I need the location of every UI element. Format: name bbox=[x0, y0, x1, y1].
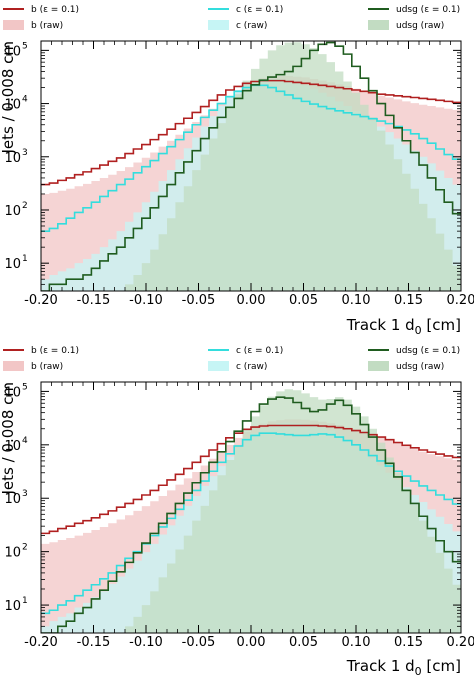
y-tick-exponent: 3 bbox=[22, 148, 28, 158]
legend-label-udsg-raw: udsg (raw) bbox=[396, 362, 444, 372]
y-tick-exponent: 1 bbox=[22, 254, 28, 264]
legend-label-udsg-raw: udsg (raw) bbox=[396, 21, 444, 31]
y-axis-label: Jets / 0.008 cm bbox=[0, 382, 17, 496]
x-tick-label: 0.20 bbox=[447, 635, 474, 650]
y-tick-exponent: 5 bbox=[22, 382, 28, 392]
plot-area bbox=[41, 389, 461, 633]
x-tick-label: -0.15 bbox=[77, 293, 111, 308]
legend-label-c-raw: c (raw) bbox=[236, 21, 267, 31]
histogram-fill-udsg-raw bbox=[41, 389, 461, 633]
x-axis-label-part: [cm] bbox=[422, 657, 461, 675]
x-axis-label-part: 0 bbox=[415, 665, 422, 675]
y-tick-base: 10 bbox=[4, 151, 21, 166]
plot-area bbox=[41, 41, 461, 291]
legend-label-udsg-eff: udsg (ε = 0.1) bbox=[396, 346, 460, 356]
legend-label-b-raw: b (raw) bbox=[31, 21, 63, 31]
y-tick-base: 10 bbox=[4, 546, 21, 561]
y-tick-base: 10 bbox=[4, 204, 21, 219]
y-tick-label: 10 bbox=[4, 257, 21, 272]
legend-label-b-raw: b (raw) bbox=[31, 362, 63, 372]
legend-label-b-eff: b (ε = 0.1) bbox=[31, 346, 79, 356]
x-tick-label: -0.20 bbox=[24, 293, 58, 308]
y-tick-base: 10 bbox=[4, 439, 21, 454]
x-axis-label-part: Track 1 d bbox=[346, 657, 415, 675]
x-tick-label: 0.15 bbox=[394, 293, 423, 308]
legend-label-b-eff: b (ε = 0.1) bbox=[31, 5, 79, 15]
y-tick-base: 10 bbox=[4, 385, 21, 400]
histogram-step-c-eff bbox=[41, 432, 461, 615]
y-tick-base: 10 bbox=[4, 98, 21, 113]
x-tick-label: -0.10 bbox=[129, 293, 163, 308]
legend-swatch-c-raw bbox=[208, 20, 229, 30]
x-axis-label: Track 1 d0 [cm] bbox=[346, 316, 461, 337]
x-tick-label: -0.05 bbox=[182, 293, 216, 308]
histogram-step-b-eff bbox=[41, 79, 461, 186]
x-tick-label: -0.15 bbox=[77, 635, 111, 650]
y-tick-exponent: 5 bbox=[22, 41, 28, 51]
legend-swatch-b-raw bbox=[3, 361, 24, 371]
x-tick-label: 0.10 bbox=[342, 635, 371, 650]
y-tick-label: 10 bbox=[4, 151, 21, 166]
x-tick-label: 0.20 bbox=[447, 293, 474, 308]
y-tick-exponent: 4 bbox=[22, 95, 28, 105]
x-tick-label: -0.10 bbox=[129, 635, 163, 650]
y-tick-label: 10 bbox=[4, 204, 21, 219]
y-tick-exponent: 3 bbox=[22, 489, 28, 499]
y-tick-label: 10 bbox=[4, 385, 21, 400]
legend-label-c-raw: c (raw) bbox=[236, 362, 267, 372]
legend-swatch-udsg-raw bbox=[368, 20, 389, 30]
y-tick-base: 10 bbox=[4, 492, 21, 507]
chart-panel-2: -0.20 -0.15 -0.10 -0.05 0.00 0.05 0.10 0.15 0.20… bbox=[0, 346, 474, 675]
x-tick-label: 0.05 bbox=[289, 293, 318, 308]
y-tick-exponent: 4 bbox=[22, 436, 28, 446]
legend-swatch-c-raw bbox=[208, 361, 229, 371]
y-tick-label: 10 bbox=[4, 439, 21, 454]
y-tick-exponent: 2 bbox=[22, 543, 28, 553]
x-tick-label: -0.20 bbox=[24, 635, 58, 650]
x-axis-label-part: 0 bbox=[415, 324, 422, 337]
legend-label-udsg-eff: udsg (ε = 0.1) bbox=[396, 5, 460, 15]
chart-panel-1: -0.20 -0.15 -0.10 -0.05 0.00 0.05 0.10 0.15 0.20… bbox=[0, 5, 474, 337]
x-axis-label: Track 1 d0 [cm] bbox=[346, 657, 461, 675]
histogram-fill-udsg-raw bbox=[41, 42, 461, 291]
x-tick-label: 0.10 bbox=[342, 293, 371, 308]
legend-label-c-eff: c (ε = 0.1) bbox=[236, 5, 283, 15]
histogram-step-b-eff bbox=[41, 424, 461, 535]
legend-label-c-eff: c (ε = 0.1) bbox=[236, 346, 283, 356]
y-tick-base: 10 bbox=[4, 44, 21, 59]
x-tick-label: 0.15 bbox=[394, 635, 423, 650]
y-tick-label: 10 bbox=[4, 546, 21, 561]
y-tick-label: 10 bbox=[4, 98, 21, 113]
y-tick-base: 10 bbox=[4, 599, 21, 614]
x-axis-label-part: [cm] bbox=[422, 316, 461, 334]
x-tick-label: -0.05 bbox=[182, 635, 216, 650]
x-tick-label: 0.05 bbox=[289, 635, 318, 650]
y-tick-exponent: 1 bbox=[22, 596, 28, 606]
histogram-step-udsg-eff bbox=[41, 396, 461, 633]
y-tick-label: 10 bbox=[4, 44, 21, 59]
y-tick-label: 10 bbox=[4, 492, 21, 507]
y-tick-base: 10 bbox=[4, 257, 21, 272]
y-tick-exponent: 2 bbox=[22, 201, 28, 211]
y-tick-label: 10 bbox=[4, 599, 21, 614]
x-tick-label: 0.00 bbox=[237, 635, 266, 650]
legend-swatch-udsg-raw bbox=[368, 361, 389, 371]
legend-swatch-b-raw bbox=[3, 20, 24, 30]
y-axis-label: Jets / 0.008 cm bbox=[0, 41, 17, 155]
histogram-step-udsg-eff bbox=[41, 41, 461, 291]
x-tick-label: 0.00 bbox=[237, 293, 266, 308]
x-axis-label-part: Track 1 d bbox=[346, 316, 415, 334]
